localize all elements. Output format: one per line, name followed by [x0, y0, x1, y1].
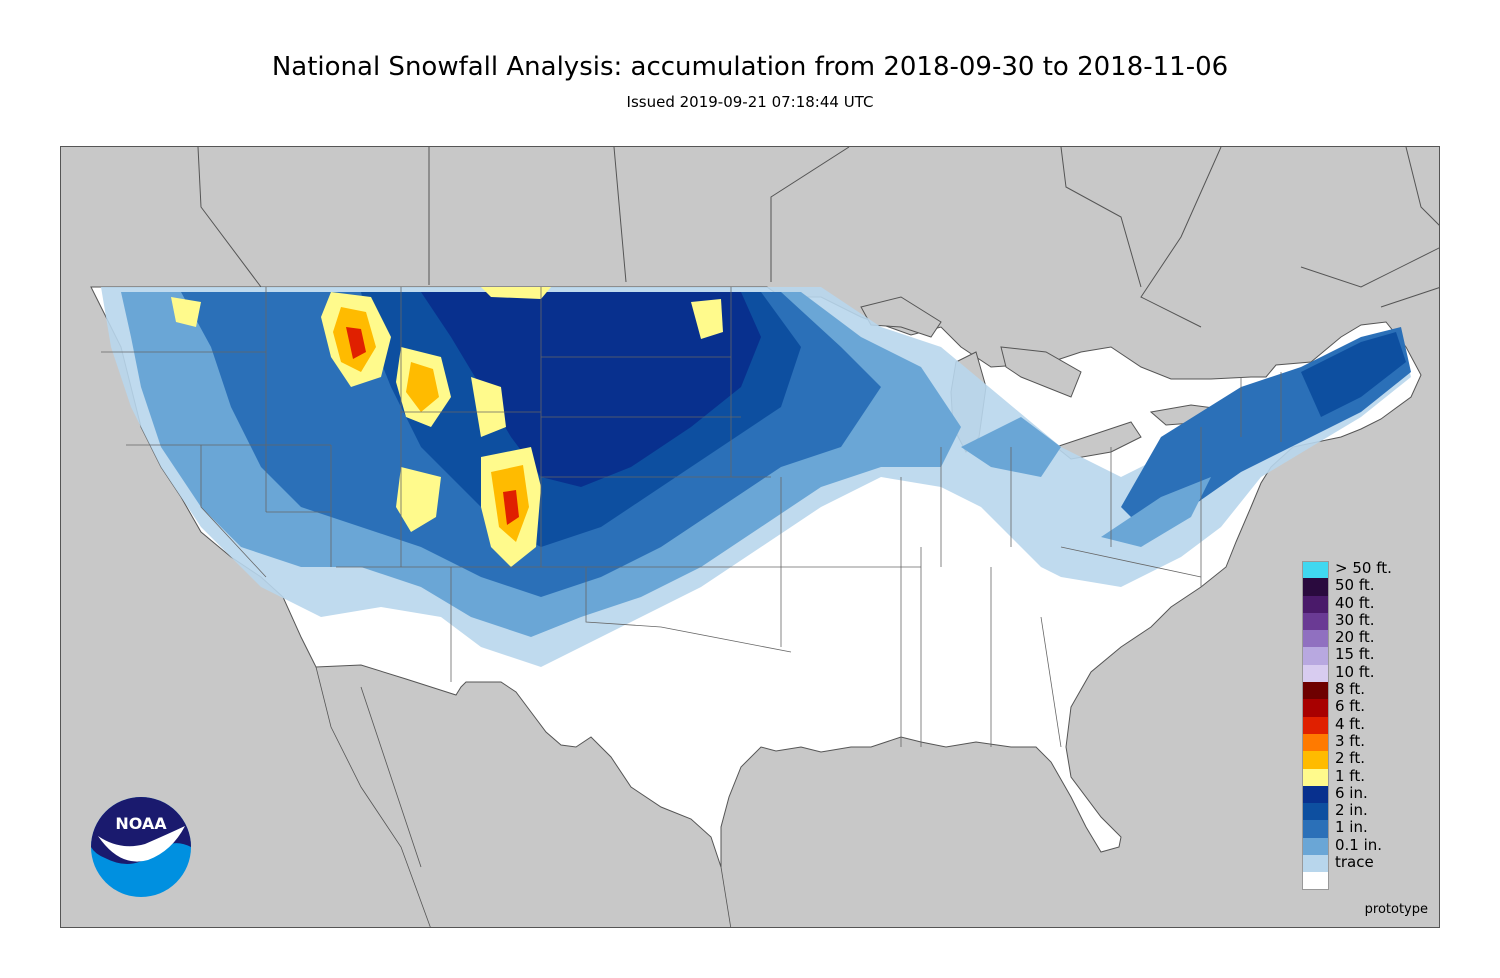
legend-swatch — [1302, 768, 1329, 786]
legend-swatch — [1302, 872, 1329, 890]
snowfall-map — [60, 146, 1440, 928]
legend-label: 20 ft. — [1335, 628, 1375, 647]
legend-swatch — [1302, 733, 1329, 752]
mexico-coast — [315, 666, 732, 927]
legend-label: 3 ft. — [1335, 731, 1365, 750]
legend-label: 6 in. — [1335, 783, 1368, 802]
legend-swatch — [1302, 578, 1329, 596]
canada-borders — [197, 147, 1439, 328]
issued-timestamp: Issued 2019-09-21 07:18:44 UTC — [626, 93, 874, 111]
legend-label: 30 ft. — [1335, 610, 1375, 629]
legend-label: 0.1 in. — [1335, 835, 1383, 854]
legend-label: 2 in. — [1335, 801, 1368, 820]
legend-label: 50 ft. — [1335, 576, 1375, 595]
legend-swatch — [1302, 595, 1329, 613]
noaa-logo-icon: NOAA — [91, 797, 191, 897]
legend-label: 1 in. — [1335, 818, 1368, 837]
legend-label: trace — [1335, 853, 1374, 872]
legend-label: 4 ft. — [1335, 714, 1365, 733]
legend-swatch — [1302, 803, 1329, 821]
legend-label: 1 ft. — [1335, 766, 1365, 785]
legend-swatch — [1302, 682, 1329, 700]
legend-label: 15 ft. — [1335, 645, 1375, 664]
map-canvas — [90, 147, 1439, 927]
legend-label: 6 ft. — [1335, 697, 1365, 716]
prototype-note: prototype — [1364, 902, 1428, 917]
legend-label: 2 ft. — [1335, 749, 1365, 768]
map-title: National Snowfall Analysis: accumulation… — [271, 52, 1229, 82]
legend-swatch — [1302, 785, 1329, 804]
legend-swatch — [1302, 664, 1329, 683]
legend-swatch — [1302, 699, 1329, 717]
logo-text: NOAA — [115, 814, 167, 833]
legend-label: 8 ft. — [1335, 680, 1365, 699]
legend-swatch — [1302, 561, 1329, 579]
legend-swatch — [1302, 855, 1329, 873]
legend-swatch — [1302, 716, 1329, 734]
state-borders — [101, 287, 1282, 748]
legend-swatch — [1302, 820, 1329, 838]
legend-swatch — [1302, 612, 1329, 631]
legend-swatch — [1302, 630, 1329, 648]
legend-label: > 50 ft. — [1335, 559, 1392, 577]
legend-swatch — [1302, 751, 1329, 769]
legend-label: 10 ft. — [1335, 662, 1375, 681]
legend-label: 40 ft. — [1335, 593, 1375, 612]
legend-swatch — [1302, 647, 1329, 665]
legend-swatch — [1302, 837, 1329, 856]
